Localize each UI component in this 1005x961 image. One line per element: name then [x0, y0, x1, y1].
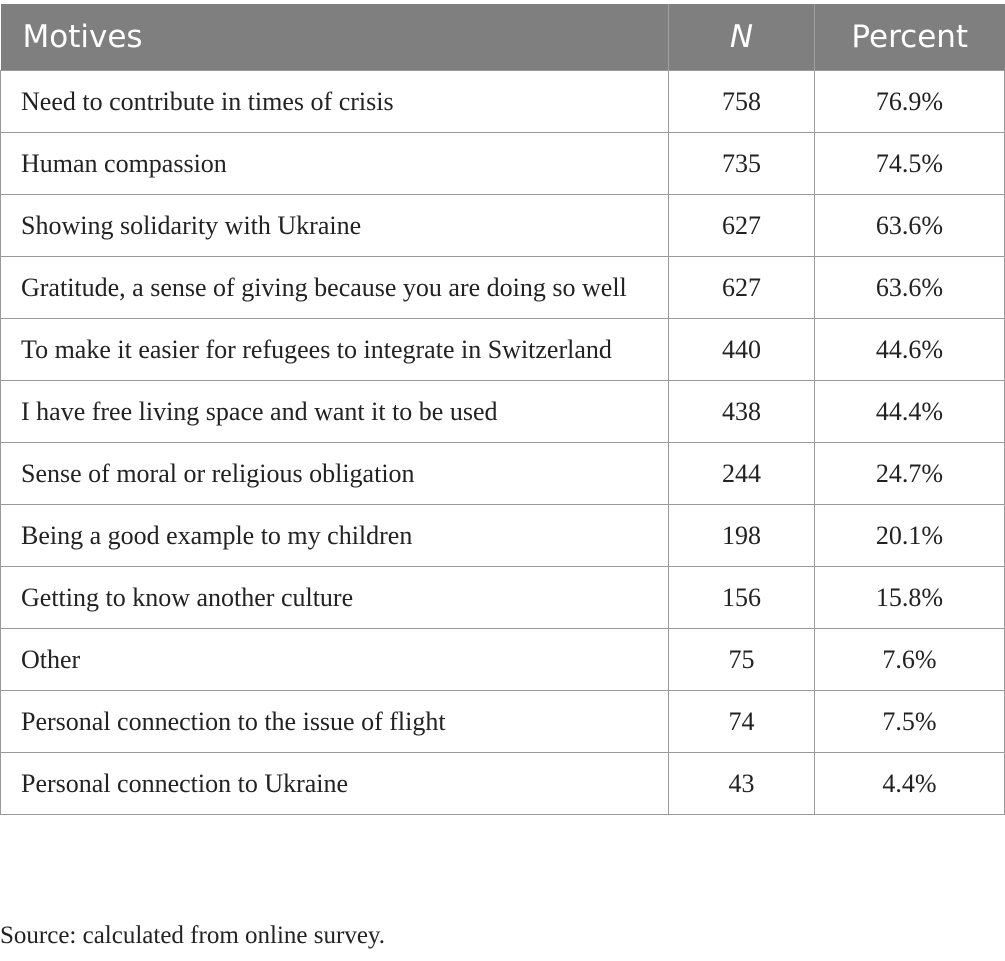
header-cell: N — [668, 4, 815, 71]
percent-cell: 44.6% — [814, 318, 1005, 381]
count-cell: 75 — [668, 628, 815, 691]
percent-cell: 74.5% — [814, 132, 1005, 195]
table-row: Personal connection to the issue of flig… — [0, 690, 1005, 753]
percent-cell: 63.6% — [814, 194, 1005, 257]
percent-cell: 76.9% — [814, 70, 1005, 133]
percent-cell: 20.1% — [814, 504, 1005, 567]
count-cell: 627 — [668, 194, 815, 257]
count-cell: 758 — [668, 70, 815, 133]
motive-cell: I have free living space and want it to … — [0, 380, 669, 443]
header-row: Motives N Percent — [0, 4, 1005, 71]
motive-cell: Sense of moral or religious obligation — [0, 442, 669, 505]
motive-cell: Gratitude, a sense of giving because you… — [0, 256, 669, 319]
table-row: I have free living space and want it to … — [0, 380, 1005, 443]
percent-cell: 15.8% — [814, 566, 1005, 629]
count-cell: 440 — [668, 318, 815, 381]
table-row: Getting to know another culture 156 15.8% — [0, 566, 1005, 629]
motive-cell: Need to contribute in times of crisis — [0, 70, 669, 133]
table-footnote: Source: calculated from online survey. — [0, 922, 386, 949]
table-row: To make it easier for refugees to integr… — [0, 318, 1005, 381]
motive-cell: Being a good example to my children — [0, 504, 669, 567]
header-cell: Percent — [814, 4, 1005, 71]
table-row: Being a good example to my children 198 20… — [0, 504, 1005, 567]
count-cell: 156 — [668, 566, 815, 629]
motive-cell: Human compassion — [0, 132, 669, 195]
table-row: Sense of moral or religious obligation 24… — [0, 442, 1005, 505]
percent-cell: 24.7% — [814, 442, 1005, 505]
count-cell: 244 — [668, 442, 815, 505]
motive-cell: Getting to know another culture — [0, 566, 669, 629]
count-cell: 74 — [668, 690, 815, 753]
motive-cell: To make it easier for refugees to integr… — [0, 318, 669, 381]
percent-cell: 44.4% — [814, 380, 1005, 443]
table-row: Human compassion 735 74.5% — [0, 132, 1005, 195]
percent-cell: 7.5% — [814, 690, 1005, 753]
count-cell: 198 — [668, 504, 815, 567]
count-cell: 627 — [668, 256, 815, 319]
table-row: Gratitude, a sense of giving because you… — [0, 256, 1005, 319]
header-cell: Motives — [0, 4, 669, 71]
percent-cell: 63.6% — [814, 256, 1005, 319]
table-row: Other 75 7.6% — [0, 628, 1005, 691]
percent-cell: 4.4% — [814, 752, 1005, 815]
count-cell: 438 — [668, 380, 815, 443]
motive-cell: Personal connection to the issue of flig… — [0, 690, 669, 753]
table-body: Need to contribute in times of crisis 758… — [0, 70, 1005, 815]
motive-cell: Personal connection to Ukraine — [0, 752, 669, 815]
count-cell: 43 — [668, 752, 815, 815]
table-row: Need to contribute in times of crisis 758… — [0, 70, 1005, 133]
motive-cell: Showing solidarity with Ukraine — [0, 194, 669, 257]
motives-table: Motives N Percent Need to contribute in … — [0, 4, 1005, 815]
count-cell: 735 — [668, 132, 815, 195]
table-row: Personal connection to Ukraine 43 4.4% — [0, 752, 1005, 815]
motive-cell: Other — [0, 628, 669, 691]
table-row: Showing solidarity with Ukraine 627 63.6% — [0, 194, 1005, 257]
percent-cell: 7.6% — [814, 628, 1005, 691]
